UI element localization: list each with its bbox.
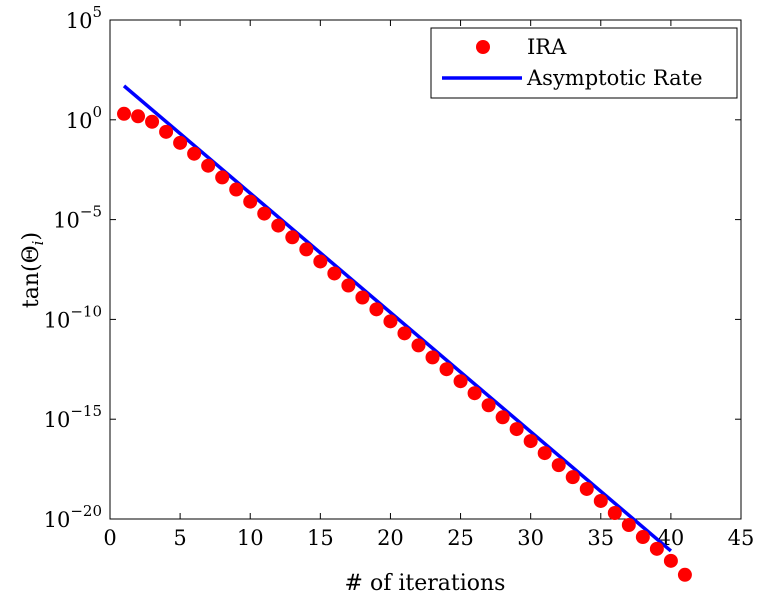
ira-point bbox=[607, 505, 622, 520]
ira-point bbox=[117, 106, 132, 121]
ira-point bbox=[677, 567, 692, 582]
ira-point bbox=[635, 530, 650, 545]
ira-point bbox=[271, 218, 286, 233]
x-tick-label: 5 bbox=[173, 526, 186, 550]
ira-point bbox=[621, 518, 636, 533]
y-axis-label: tan(Θi) bbox=[19, 232, 47, 308]
ira-point bbox=[663, 553, 678, 568]
y-tick-label: 10−10 bbox=[44, 302, 102, 332]
x-tick-label: 20 bbox=[377, 526, 404, 550]
ira-point bbox=[285, 230, 300, 245]
x-tick-label: 25 bbox=[447, 526, 474, 550]
x-axis-ticks: 0 5 10 15 20 25 30 35 40 45 bbox=[103, 20, 754, 550]
ira-point bbox=[425, 350, 440, 365]
ira-point bbox=[439, 362, 454, 377]
ira-point bbox=[453, 374, 468, 389]
ira-point bbox=[565, 470, 580, 485]
y-axis-label-main: tan(Θ bbox=[19, 245, 44, 308]
ira-point bbox=[579, 481, 594, 496]
ira-point bbox=[243, 194, 258, 209]
ira-point bbox=[397, 326, 412, 341]
legend-asymptotic-label: Asymptotic Rate bbox=[526, 66, 703, 90]
ira-point bbox=[467, 386, 482, 401]
ira-series bbox=[117, 106, 692, 582]
ira-point bbox=[551, 458, 566, 473]
x-axis-label: # of iterations bbox=[345, 571, 506, 596]
y-tick-label: 10−5 bbox=[53, 203, 102, 233]
y-tick-label: 105 bbox=[66, 3, 102, 33]
ira-point bbox=[313, 254, 328, 269]
x-tick-label: 10 bbox=[237, 526, 264, 550]
ira-point bbox=[201, 158, 216, 173]
ira-point bbox=[131, 109, 146, 124]
y-axis-ticks: 10−20 10−15 10−10 10−5 100 105 bbox=[44, 3, 741, 532]
ira-point bbox=[355, 290, 370, 305]
asymptotic-rate-series bbox=[122, 84, 673, 553]
x-tick-label: 15 bbox=[307, 526, 334, 550]
y-tick-label: 10−15 bbox=[44, 402, 102, 432]
ira-point bbox=[257, 206, 272, 221]
ira-point bbox=[341, 278, 356, 293]
legend: IRA Asymptotic Rate bbox=[430, 27, 738, 99]
x-tick-label: 45 bbox=[728, 526, 755, 550]
ira-point bbox=[299, 242, 314, 257]
ira-point bbox=[145, 114, 160, 129]
x-tick-label: 30 bbox=[517, 526, 544, 550]
ira-point bbox=[411, 338, 426, 353]
ira-point bbox=[537, 446, 552, 461]
ira-point bbox=[383, 314, 398, 329]
ira-point bbox=[593, 493, 608, 508]
legend-box bbox=[430, 27, 738, 99]
ira-point bbox=[173, 135, 188, 150]
legend-ira-marker bbox=[476, 40, 490, 54]
y-axis-label-group: tan(Θi) bbox=[19, 232, 47, 308]
ira-point bbox=[229, 182, 244, 197]
plot-area bbox=[109, 19, 742, 520]
y-axis-label-close: ) bbox=[19, 232, 44, 241]
y-tick-label: 10−20 bbox=[44, 502, 102, 532]
legend-ira-label: IRA bbox=[527, 35, 567, 59]
ira-point bbox=[159, 124, 174, 139]
x-tick-label: 0 bbox=[103, 526, 116, 550]
ira-point bbox=[523, 434, 538, 449]
ira-point bbox=[495, 410, 510, 425]
ira-point bbox=[369, 302, 384, 317]
ira-point bbox=[187, 146, 202, 161]
ira-point bbox=[327, 266, 342, 281]
y-tick-label: 100 bbox=[66, 103, 102, 133]
y-axis-label-subscript: i bbox=[29, 240, 47, 245]
asymptotic-rate-line bbox=[122, 84, 673, 553]
x-tick-label: 35 bbox=[587, 526, 614, 550]
ira-point bbox=[215, 170, 230, 185]
ira-point bbox=[649, 541, 664, 556]
ira-point bbox=[481, 398, 496, 413]
ira-point bbox=[509, 422, 524, 437]
